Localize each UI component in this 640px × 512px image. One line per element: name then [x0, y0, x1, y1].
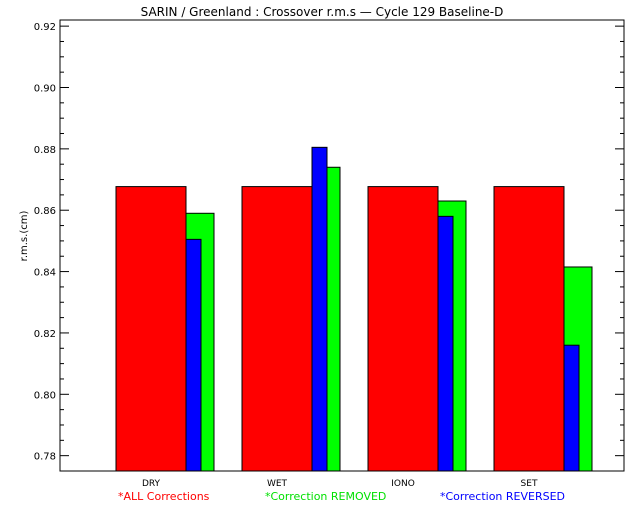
legend-all-corrections: *ALL Corrections — [118, 490, 210, 503]
y-tick-label: 0.80 — [34, 390, 56, 401]
y-tick-label: 0.90 — [34, 83, 56, 94]
bar-iono-series-0 — [367, 186, 439, 472]
x-tick-label-wet: WET — [267, 479, 288, 489]
x-tick-label-iono: IONO — [391, 479, 415, 489]
bar-set-series-2 — [563, 344, 580, 472]
y-tick-label: 0.78 — [34, 452, 56, 463]
bar-dry-series-2 — [185, 238, 202, 472]
x-tick-label-dry: DRY — [142, 479, 161, 489]
bar-iono-series-2 — [437, 215, 454, 472]
y-axis-label: r.m.s.(cm) — [19, 211, 30, 262]
y-tick-label: 0.88 — [34, 145, 56, 156]
legend-correction-reversed: *Correction REVERSED — [440, 490, 566, 503]
chart-title: SARIN / Greenland : Crossover r.m.s — Cy… — [141, 5, 504, 19]
axes-group: DRY WET IONO SET 0.78 0.80 0.82 0.84 0.86 0.88 0.9… — [34, 19, 625, 489]
y-tick-label: 0.84 — [34, 268, 56, 279]
bar-wet-series-2 — [311, 146, 328, 472]
x-tick-label-set: SET — [521, 479, 538, 489]
y-tick-label: 0.86 — [34, 206, 56, 217]
plot-frame — [59, 19, 625, 472]
legend-correction-removed: *Correction REMOVED — [265, 490, 387, 503]
bar-dry-series-0 — [115, 186, 187, 472]
y-tick-label: 0.82 — [34, 329, 56, 340]
y-tick-label: 0.92 — [34, 22, 56, 33]
bars-group — [115, 146, 593, 472]
bar-set-series-0 — [493, 186, 565, 472]
bar-wet-series-0 — [241, 186, 313, 472]
